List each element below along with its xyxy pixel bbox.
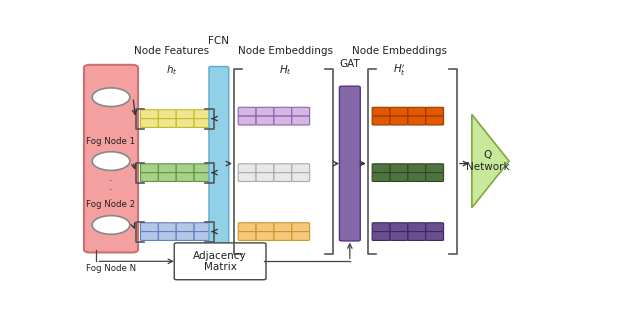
Text: Fog Node 1: Fog Node 1 bbox=[86, 137, 136, 145]
FancyBboxPatch shape bbox=[141, 119, 158, 128]
FancyBboxPatch shape bbox=[141, 173, 158, 182]
FancyBboxPatch shape bbox=[426, 107, 444, 116]
Text: $H_t'$: $H_t'$ bbox=[394, 63, 406, 78]
FancyBboxPatch shape bbox=[426, 232, 444, 241]
FancyBboxPatch shape bbox=[426, 173, 444, 182]
FancyBboxPatch shape bbox=[194, 164, 212, 173]
FancyBboxPatch shape bbox=[194, 119, 212, 128]
FancyBboxPatch shape bbox=[274, 164, 292, 173]
FancyBboxPatch shape bbox=[256, 173, 274, 182]
Polygon shape bbox=[472, 115, 509, 208]
FancyBboxPatch shape bbox=[176, 110, 194, 119]
FancyBboxPatch shape bbox=[238, 223, 256, 232]
FancyBboxPatch shape bbox=[209, 67, 229, 251]
FancyBboxPatch shape bbox=[256, 232, 274, 241]
FancyBboxPatch shape bbox=[174, 243, 266, 280]
FancyBboxPatch shape bbox=[176, 164, 194, 173]
FancyBboxPatch shape bbox=[390, 173, 408, 182]
FancyBboxPatch shape bbox=[141, 164, 158, 173]
FancyBboxPatch shape bbox=[238, 232, 256, 241]
FancyBboxPatch shape bbox=[372, 116, 390, 125]
FancyBboxPatch shape bbox=[426, 164, 444, 173]
FancyBboxPatch shape bbox=[426, 223, 444, 232]
FancyBboxPatch shape bbox=[158, 232, 176, 241]
FancyBboxPatch shape bbox=[372, 164, 390, 173]
FancyBboxPatch shape bbox=[408, 223, 426, 232]
FancyBboxPatch shape bbox=[274, 116, 292, 125]
FancyBboxPatch shape bbox=[256, 116, 274, 125]
FancyBboxPatch shape bbox=[274, 173, 292, 182]
FancyBboxPatch shape bbox=[158, 119, 176, 128]
Text: Fog Node N: Fog Node N bbox=[86, 264, 136, 273]
Text: Adjacency
Matrix: Adjacency Matrix bbox=[193, 250, 247, 272]
FancyBboxPatch shape bbox=[274, 232, 292, 241]
FancyBboxPatch shape bbox=[408, 116, 426, 125]
FancyBboxPatch shape bbox=[292, 164, 310, 173]
FancyBboxPatch shape bbox=[390, 107, 408, 116]
FancyBboxPatch shape bbox=[141, 232, 158, 241]
FancyBboxPatch shape bbox=[408, 107, 426, 116]
FancyBboxPatch shape bbox=[158, 223, 176, 232]
FancyBboxPatch shape bbox=[390, 232, 408, 241]
Text: Node Embeddings: Node Embeddings bbox=[353, 46, 447, 56]
FancyBboxPatch shape bbox=[194, 232, 212, 241]
Text: $h_t$: $h_t$ bbox=[166, 63, 177, 77]
FancyBboxPatch shape bbox=[292, 232, 310, 241]
FancyBboxPatch shape bbox=[372, 173, 390, 182]
FancyBboxPatch shape bbox=[256, 107, 274, 116]
FancyBboxPatch shape bbox=[256, 223, 274, 232]
FancyBboxPatch shape bbox=[176, 173, 194, 182]
FancyBboxPatch shape bbox=[292, 223, 310, 232]
FancyBboxPatch shape bbox=[426, 116, 444, 125]
FancyBboxPatch shape bbox=[141, 110, 158, 119]
Text: GAT: GAT bbox=[339, 59, 360, 69]
FancyBboxPatch shape bbox=[238, 164, 256, 173]
FancyBboxPatch shape bbox=[238, 116, 256, 125]
FancyBboxPatch shape bbox=[194, 110, 212, 119]
FancyBboxPatch shape bbox=[408, 164, 426, 173]
FancyBboxPatch shape bbox=[158, 110, 176, 119]
FancyBboxPatch shape bbox=[158, 173, 176, 182]
FancyBboxPatch shape bbox=[176, 232, 194, 241]
FancyBboxPatch shape bbox=[176, 223, 194, 232]
FancyBboxPatch shape bbox=[292, 173, 310, 182]
FancyBboxPatch shape bbox=[274, 107, 292, 116]
FancyBboxPatch shape bbox=[390, 223, 408, 232]
FancyBboxPatch shape bbox=[256, 164, 274, 173]
FancyBboxPatch shape bbox=[408, 173, 426, 182]
FancyBboxPatch shape bbox=[176, 119, 194, 128]
FancyBboxPatch shape bbox=[194, 223, 212, 232]
Text: Node Features: Node Features bbox=[134, 46, 209, 56]
Circle shape bbox=[92, 88, 130, 107]
FancyBboxPatch shape bbox=[390, 116, 408, 125]
FancyBboxPatch shape bbox=[390, 164, 408, 173]
FancyBboxPatch shape bbox=[158, 164, 176, 173]
FancyBboxPatch shape bbox=[372, 232, 390, 241]
FancyBboxPatch shape bbox=[372, 107, 390, 116]
Text: ·
·
·: · · · bbox=[109, 176, 113, 205]
FancyBboxPatch shape bbox=[372, 223, 390, 232]
FancyBboxPatch shape bbox=[339, 86, 360, 241]
Text: Fog Node 2: Fog Node 2 bbox=[86, 200, 136, 209]
FancyBboxPatch shape bbox=[84, 65, 138, 252]
Text: $H_t$: $H_t$ bbox=[280, 63, 292, 77]
FancyBboxPatch shape bbox=[238, 107, 256, 116]
Circle shape bbox=[92, 152, 130, 170]
Circle shape bbox=[92, 216, 130, 234]
Text: FCN: FCN bbox=[209, 36, 229, 46]
Text: Q
Network: Q Network bbox=[466, 150, 509, 172]
FancyBboxPatch shape bbox=[292, 116, 310, 125]
Text: Node Embeddings: Node Embeddings bbox=[238, 46, 333, 56]
FancyBboxPatch shape bbox=[408, 232, 426, 241]
FancyBboxPatch shape bbox=[292, 107, 310, 116]
FancyBboxPatch shape bbox=[194, 173, 212, 182]
FancyBboxPatch shape bbox=[274, 223, 292, 232]
FancyBboxPatch shape bbox=[238, 173, 256, 182]
FancyBboxPatch shape bbox=[141, 223, 158, 232]
